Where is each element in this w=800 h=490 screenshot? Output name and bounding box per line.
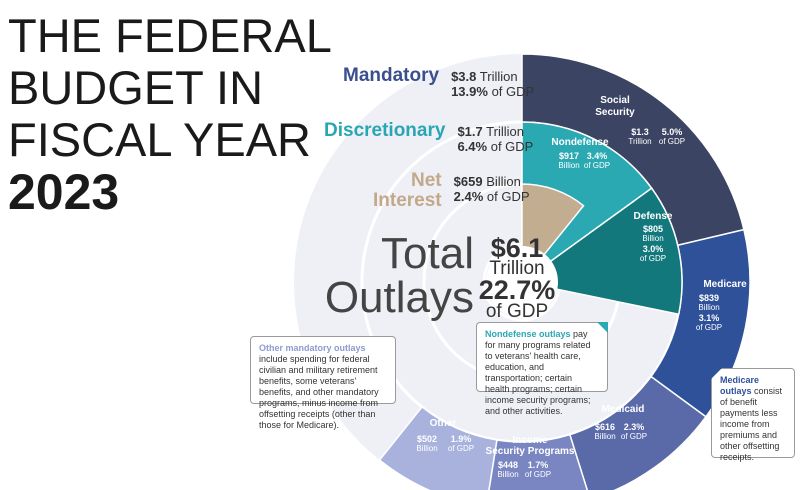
label-income-security-line2: Security Programs — [486, 446, 575, 457]
legend-net-interest-amount: $659 — [453, 174, 483, 189]
label-income-security-unit: Billion — [497, 470, 518, 479]
note-other-highlight: Other mandatory outlays — [259, 343, 366, 353]
label-nondefense-unit: Billion — [558, 161, 579, 170]
label-medicare-name: Medicare — [703, 279, 747, 290]
label-nondefense-pct: 3.4% — [587, 151, 608, 161]
label-social-security-line2: Security — [595, 107, 635, 118]
legend-mandatory: Mandatory $3.8 Trillion 13.9% of GDP — [343, 65, 534, 100]
legend-discretionary-name: Discretionary — [324, 120, 446, 141]
label-other-pct-unit: of GDP — [448, 444, 474, 453]
note-other-text: include spending for federal civilian an… — [259, 354, 379, 430]
label-defense-name: Defense — [634, 211, 673, 222]
total-pct-unit: of GDP — [485, 301, 549, 322]
label-other-amount: $502 — [417, 434, 437, 444]
legend-discretionary-pct-unit: of GDP — [490, 139, 534, 154]
title-line-2: BUDGET IN — [8, 61, 264, 114]
total-amount: $6.1 — [490, 233, 544, 263]
legend-mandatory-name: Mandatory — [343, 65, 440, 86]
legend-mandatory-amount: $3.8 — [451, 69, 477, 84]
label-defense-pct: 3.0% — [643, 244, 664, 254]
legend-discretionary: Discretionary $1.7 Trillion 6.4% of GDP — [324, 120, 533, 155]
label-income-security-amount: $448 — [498, 460, 518, 470]
chart-rings — [294, 53, 751, 490]
legend-net-interest-pct: 2.4% — [453, 189, 484, 204]
label-social-security-pct-unit: of GDP — [659, 137, 685, 146]
title-line-3: FISCAL YEAR — [8, 113, 311, 166]
label-nondefense-amount: $917 — [559, 151, 579, 161]
page-title: THE FEDERAL BUDGET IN FISCAL YEAR 2023 — [8, 9, 332, 220]
legend-discretionary-pct: 6.4% — [457, 139, 488, 154]
legend-discretionary-amount: $1.7 — [457, 124, 483, 139]
label-social-security-unit: Trillion — [628, 137, 651, 146]
label-defense-pct-unit: of GDP — [640, 254, 666, 263]
legend-net-interest-name: Net Interest — [373, 171, 442, 211]
legend-net-interest-unit: Billion — [486, 174, 521, 189]
legend-mandatory-pct-unit: of GDP — [491, 84, 535, 99]
slice-defense — [520, 187, 683, 316]
total-word-2: Outlays — [324, 273, 474, 322]
legend-net-interest-pct-unit: of GDP — [486, 189, 530, 204]
note-nondefense: Nondefense outlays pay for many programs… — [476, 322, 608, 416]
note-medicare: Medicare outlays consist of benefit paym… — [711, 368, 795, 462]
label-other-name: Other — [430, 418, 457, 429]
title-line-1: THE FEDERAL — [8, 9, 332, 62]
label-defense-amount: $805 — [643, 224, 663, 234]
label-defense-unit: Billion — [642, 234, 663, 243]
label-medicaid-pct-unit: of GDP — [621, 432, 647, 441]
total-outlays-label: Total Outlays — [324, 232, 474, 320]
label-other-unit: Billion — [416, 444, 437, 453]
label-nondefense-name: Nondefense — [551, 137, 609, 148]
label-medicaid-name: Medicaid — [602, 404, 645, 415]
label-social-security-line1: Social — [600, 95, 630, 106]
legend-net-interest-name-1: Net — [411, 170, 442, 191]
label-medicaid-pct: 2.3% — [624, 422, 645, 432]
label-medicare-unit: Billion — [698, 303, 719, 312]
label-nondefense-pct-unit: of GDP — [584, 161, 610, 170]
legend-discretionary-value: $1.7 Trillion 6.4% of GDP — [457, 124, 533, 154]
label-medicare-amount: $839 — [699, 293, 719, 303]
legend-mandatory-unit: Trillion — [479, 69, 518, 84]
note-medicare-text: consist of benefit payments less income … — [720, 386, 783, 462]
note-medicare-corner — [711, 368, 722, 379]
label-income-security-pct: 1.7% — [528, 460, 549, 470]
note-nondefense-highlight: Nondefense outlays — [485, 329, 571, 339]
note-medicare-highlight: Medicare outlays — [720, 375, 760, 396]
slice-other — [378, 405, 498, 490]
legend-net-interest: Net Interest $659 Billion 2.4% of GDP — [373, 171, 530, 211]
note-nondefense-text: pay for many programs related to veteran… — [485, 329, 591, 416]
label-income-security-pct-unit: of GDP — [525, 470, 551, 479]
chart-core — [486, 246, 558, 318]
label-social-security-pct: 5.0% — [662, 127, 683, 137]
label-social-security-amount: $1.3 — [631, 127, 649, 137]
legend-net-interest-value: $659 Billion 2.4% of GDP — [454, 174, 530, 204]
label-medicaid-amount: $616 — [595, 422, 615, 432]
legend-mandatory-pct: 13.9% — [451, 84, 488, 99]
label-other-pct: 1.9% — [451, 434, 472, 444]
label-medicare-pct-unit: of GDP — [696, 323, 722, 332]
total-unit: Trillion — [489, 258, 545, 279]
note-other-mandatory: Other mandatory outlays include spending… — [250, 336, 396, 430]
total-pct: 22.7% — [478, 275, 556, 305]
label-medicare-pct: 3.1% — [699, 313, 720, 323]
slice-medicaid — [568, 375, 707, 490]
label-income-security-line1: Income — [512, 435, 547, 446]
total-word-1: Total — [381, 229, 474, 278]
label-medicaid-unit: Billion — [594, 432, 615, 441]
legend-mandatory-value: $3.8 Trillion 13.9% of GDP — [451, 69, 534, 99]
note-nondefense-corner — [597, 322, 608, 333]
legend-discretionary-unit: Trillion — [486, 124, 524, 139]
legend-net-interest-name-2: Interest — [373, 190, 442, 211]
title-year: 2023 — [8, 164, 120, 220]
